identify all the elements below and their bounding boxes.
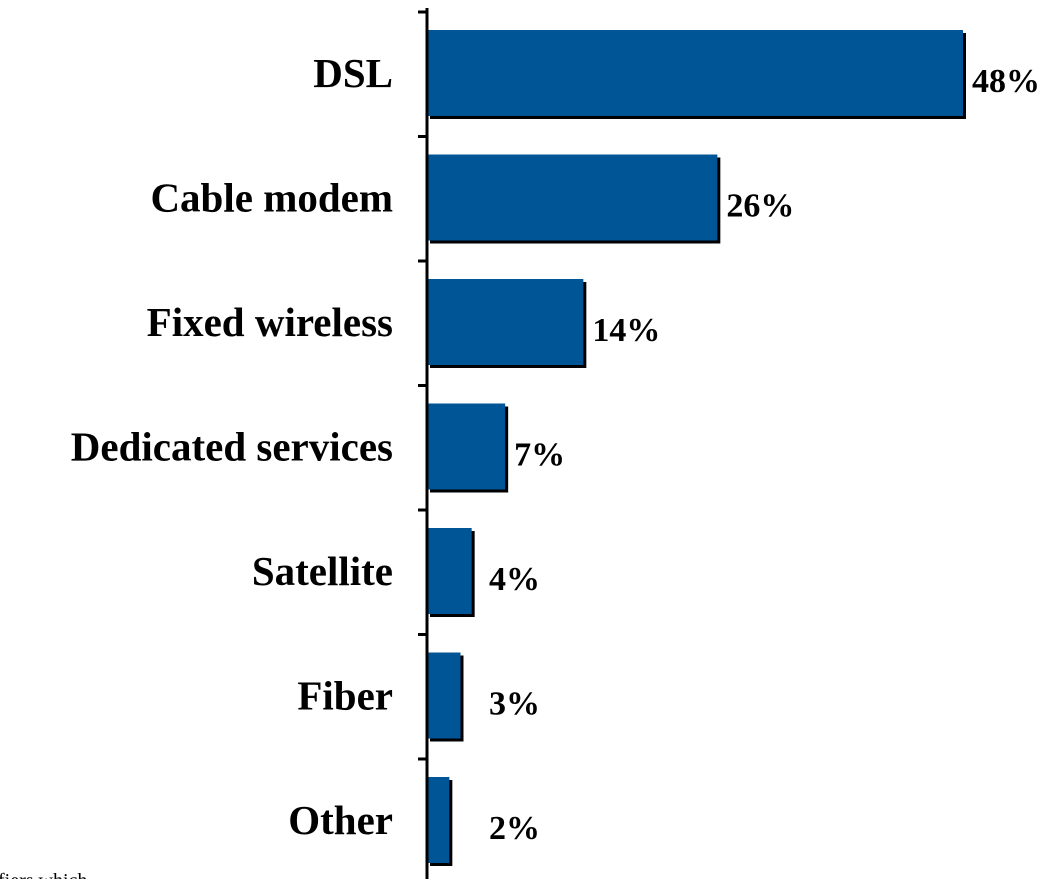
bar-fixed-wireless — [427, 279, 584, 365]
value-labels: 48% 26% 14% 7% 4% 3% 2% — [489, 63, 1040, 847]
value-label-satellite: 4% — [489, 561, 540, 598]
category-label-dedicated-services: Dedicated services — [71, 424, 393, 470]
value-label-dsl: 48% — [972, 63, 1040, 100]
category-label-other: Other — [288, 797, 393, 843]
category-label-dsl: DSL — [313, 50, 393, 96]
bar-cable-modem — [427, 154, 718, 241]
bar-other — [427, 777, 450, 863]
value-label-fiber: 3% — [489, 686, 540, 723]
y-axis — [418, 8, 429, 879]
bar-fiber — [427, 652, 461, 739]
bar-dedicated-services — [427, 403, 506, 490]
category-label-fixed-wireless: Fixed wireless — [147, 299, 393, 345]
bars-layer — [427, 30, 966, 866]
value-label-fixed-wireless: 14% — [592, 312, 660, 349]
value-label-dedicated-services: 7% — [514, 437, 565, 474]
category-label-cable-modem: Cable modem — [150, 175, 393, 221]
bar-dsl — [427, 30, 963, 116]
footnote-text: fiers which — [0, 870, 87, 879]
category-label-satellite: Satellite — [252, 548, 393, 594]
value-label-cable-modem: 26% — [726, 188, 794, 225]
category-label-fiber: Fiber — [297, 673, 393, 719]
value-label-other: 2% — [489, 810, 540, 847]
category-labels: DSL Cable modem Fixed wireless Dedicated se… — [71, 50, 393, 843]
bar-satellite — [427, 528, 472, 614]
